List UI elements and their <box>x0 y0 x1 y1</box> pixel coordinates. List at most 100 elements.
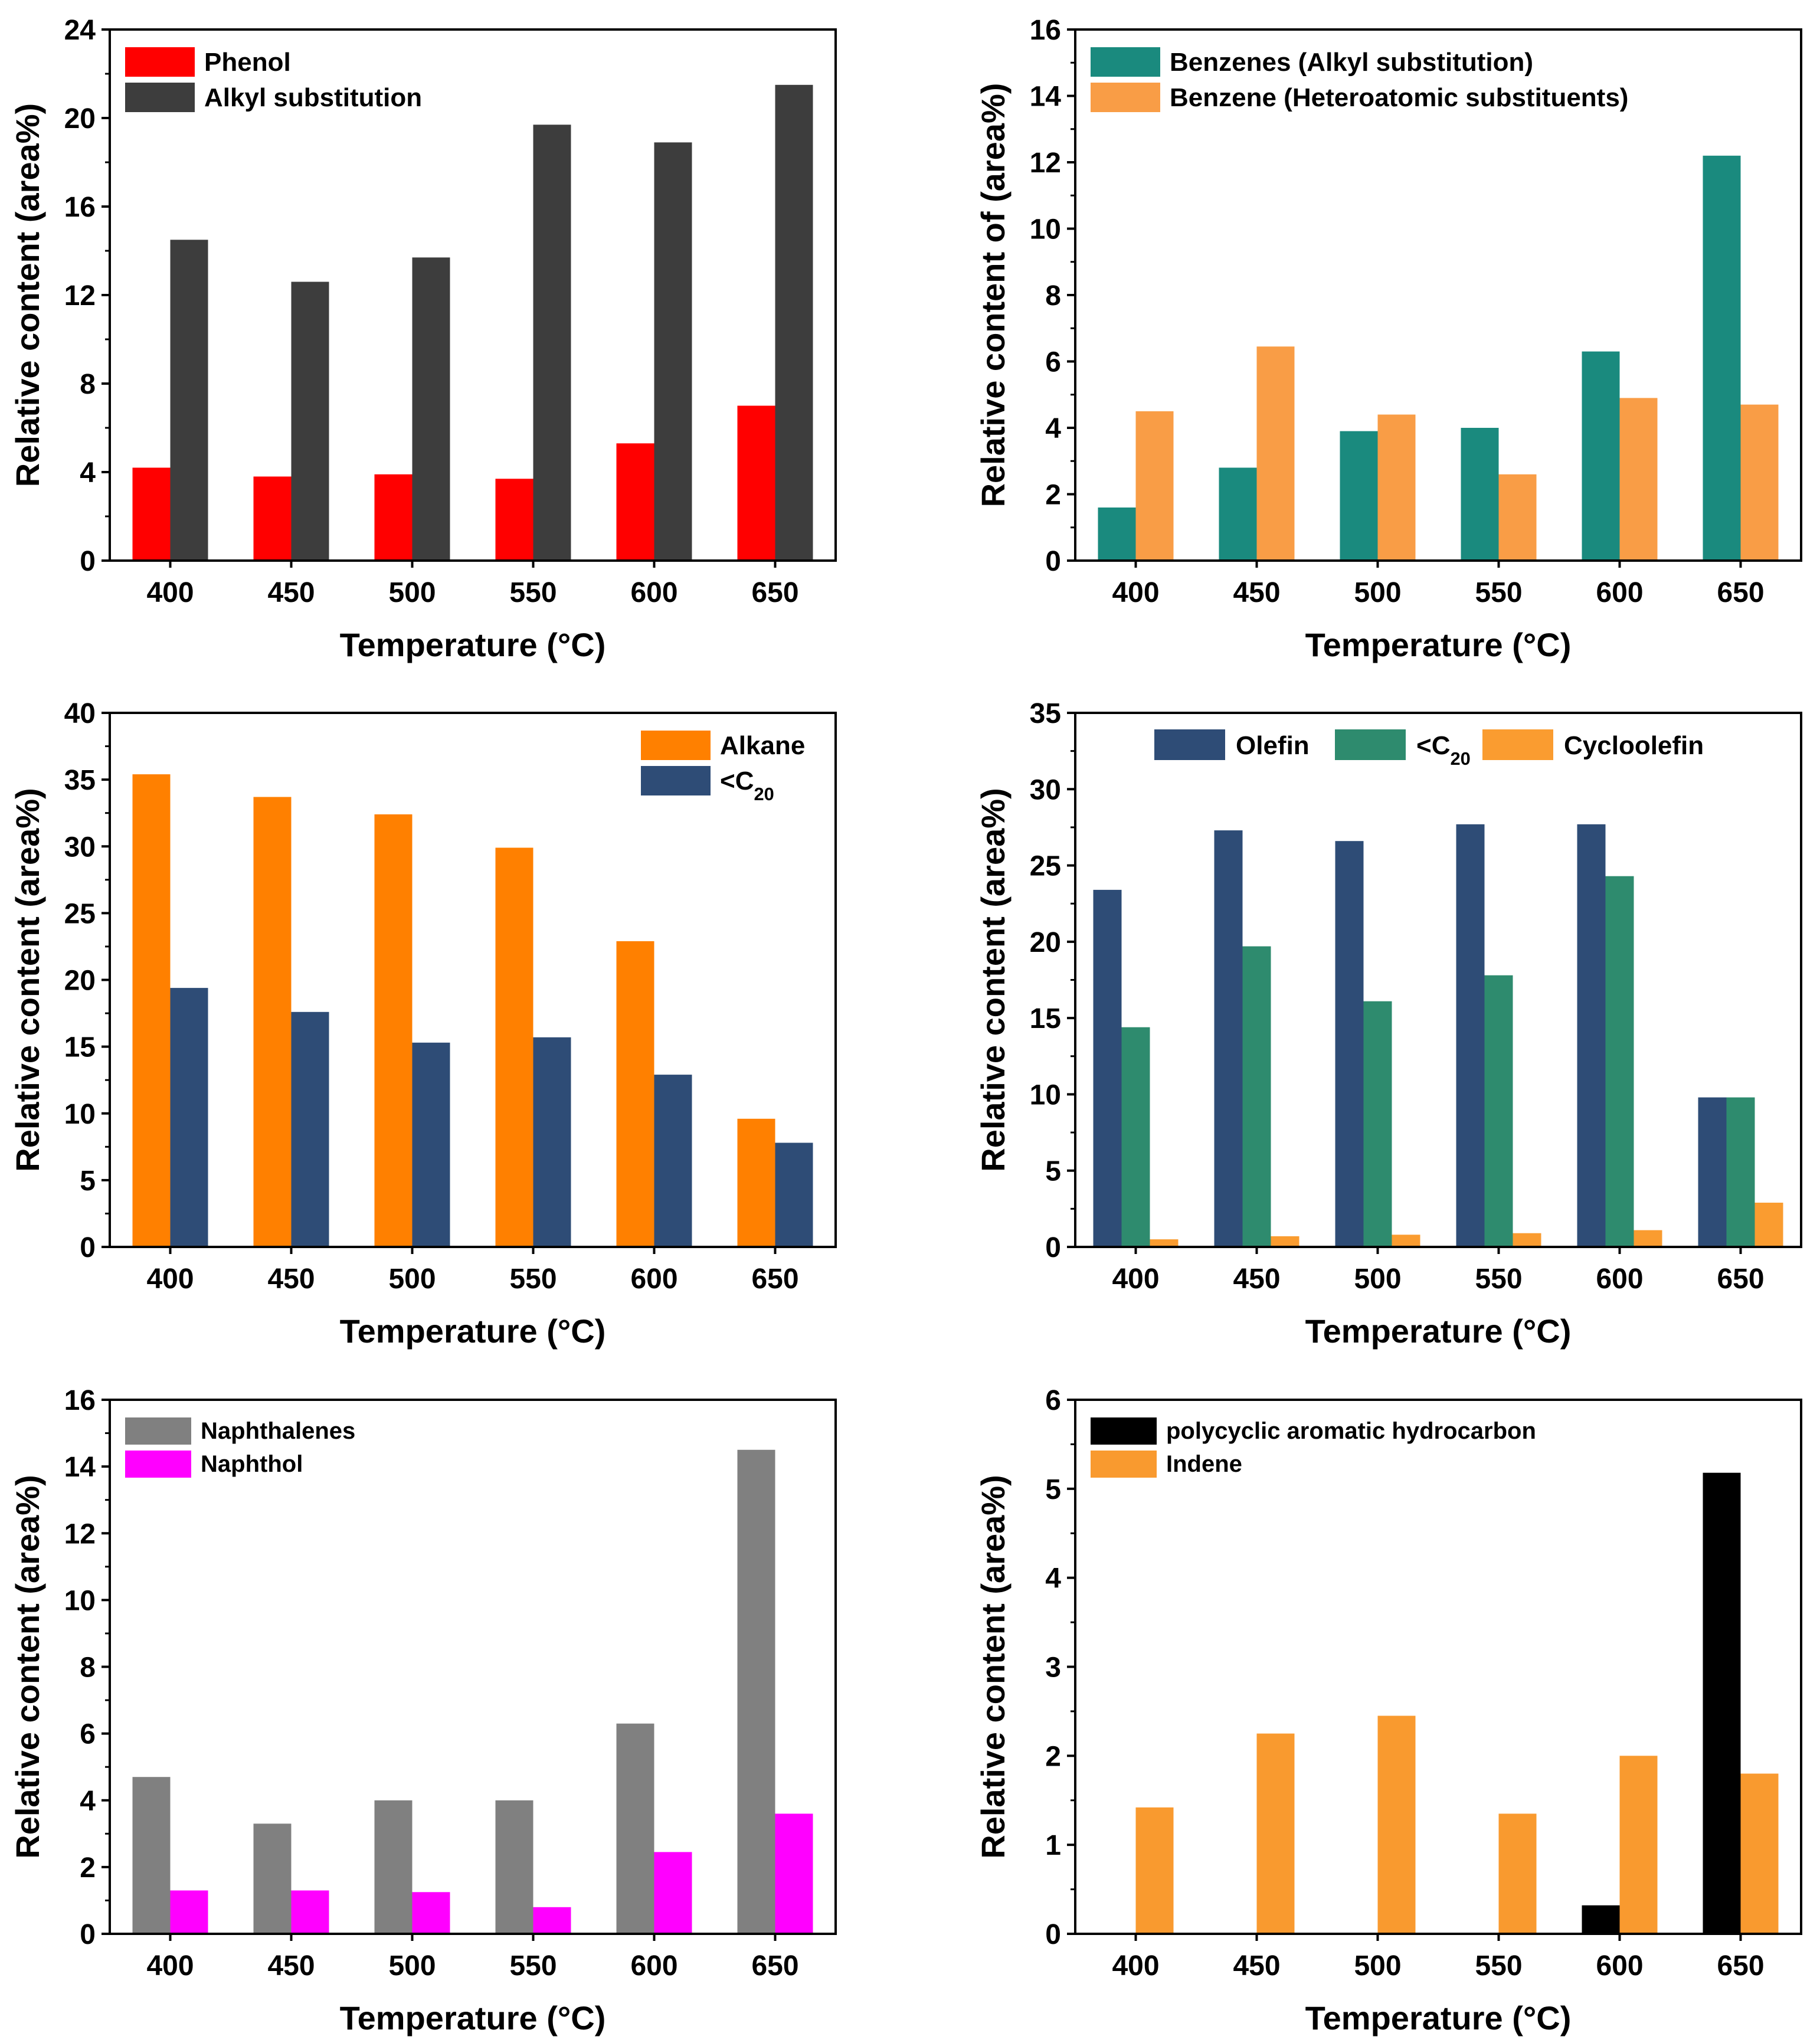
x-tick-label: 550 <box>509 1950 557 1982</box>
bar-2-450 <box>1256 346 1295 561</box>
legend-swatch-2 <box>1091 1451 1157 1478</box>
plot-frame <box>1074 712 1802 1248</box>
x-tick-label: 550 <box>1475 577 1522 608</box>
y-tick-label: 4 <box>80 457 96 489</box>
x-tick-label: 500 <box>388 577 436 608</box>
bar-2-400 <box>1135 1807 1174 1934</box>
y-tick-label: 12 <box>1030 148 1061 179</box>
legend-swatch-2 <box>641 766 711 795</box>
bar-2-650 <box>775 1813 813 1934</box>
bar-2-600 <box>654 1075 692 1247</box>
x-tick-label: 550 <box>509 577 557 608</box>
bar-2-550 <box>1498 1813 1537 1934</box>
x-tick-label: 400 <box>1112 1263 1159 1295</box>
y-tick-label: 16 <box>1030 15 1061 46</box>
x-axis-title: Temperature (°C) <box>340 1312 606 1350</box>
y-tick-label: 16 <box>64 192 96 223</box>
x-tick-label: 400 <box>146 577 194 608</box>
bar-2-650 <box>1740 1773 1779 1934</box>
y-tick-label: 10 <box>64 1099 96 1130</box>
y-tick-label: 25 <box>1030 851 1061 882</box>
legend: Phenol Alkyl substitution <box>125 47 422 112</box>
x-tick-label: 500 <box>1354 577 1401 608</box>
chart-panel-5: 0 2 4 6 8 10 12 14 16 400 450 500 550 600 650 Temperatu… <box>9 1385 837 2037</box>
bar-2-550 <box>1498 474 1537 561</box>
legend-swatch-2 <box>1091 83 1160 112</box>
y-tick-label: 20 <box>1030 927 1061 958</box>
x-tick-label: 500 <box>388 1950 436 1982</box>
y-tick-label: 0 <box>1045 546 1061 577</box>
y-tick-label: 5 <box>1045 1474 1061 1505</box>
y-tick-label: 35 <box>64 765 96 796</box>
y-tick-label: 8 <box>80 1652 96 1684</box>
bar-1-550 <box>495 1800 533 1934</box>
y-tick-label: 2 <box>1045 480 1061 511</box>
bar-2-550 <box>533 1037 571 1247</box>
y-tick-label: 14 <box>64 1452 96 1483</box>
y-axis-title: Relative content of (area%) <box>974 83 1012 508</box>
legend-label-2: Naphthol <box>201 1451 303 1477</box>
bar-2-650 <box>1726 1097 1755 1247</box>
legend-swatch-1 <box>1154 729 1225 760</box>
bar-2-400 <box>1135 411 1174 561</box>
y-tick-label: 8 <box>80 369 96 400</box>
y-tick-label: 0 <box>1045 1232 1061 1263</box>
bar-1-600 <box>1582 1905 1620 1934</box>
x-axis-title: Temperature (°C) <box>1305 626 1572 663</box>
bar-1-500 <box>1340 431 1378 561</box>
x-tick-label: 650 <box>1717 1950 1764 1982</box>
x-tick-label: 550 <box>509 1263 557 1295</box>
bar-1-400 <box>132 774 171 1247</box>
x-tick-label: 400 <box>146 1263 194 1295</box>
x-axis-title: Temperature (°C) <box>1305 1312 1572 1350</box>
legend-swatch-2 <box>1335 729 1406 760</box>
x-tick-label: 450 <box>267 1263 315 1295</box>
bar-2-650 <box>775 84 813 561</box>
y-tick-label: 4 <box>1045 413 1061 444</box>
bar-1-550 <box>1461 428 1499 561</box>
y-tick-label: 25 <box>64 898 96 929</box>
y-tick-label: 4 <box>1045 1563 1061 1595</box>
bar-1-500 <box>374 474 413 561</box>
chart-panel-4: 0 5 10 15 20 25 30 35 400 450 500 550 600 650 Temperat… <box>974 698 1802 1350</box>
bar-1-500 <box>374 814 413 1247</box>
legend-label-2: <C20 <box>720 767 774 804</box>
bar-3-500 <box>1392 1235 1420 1247</box>
bar-1-650 <box>1698 1097 1727 1247</box>
bar-3-650 <box>1754 1203 1783 1247</box>
bar-1-600 <box>616 443 654 561</box>
x-tick-label: 600 <box>630 1263 677 1295</box>
bar-1-450 <box>1219 467 1257 561</box>
y-axis-title: Relative content (area%) <box>974 1475 1012 1858</box>
legend-swatch-1 <box>125 47 195 77</box>
y-tick-label: 14 <box>1030 81 1062 113</box>
x-tick-label: 650 <box>1717 577 1764 608</box>
bar-1-550 <box>1456 824 1485 1247</box>
bar-2-500 <box>412 1042 450 1247</box>
legend: polycyclic aromatic hydrocarbon Indene <box>1091 1417 1536 1478</box>
legend-label-1: Alkane <box>720 731 805 760</box>
y-tick-label: 24 <box>64 15 96 46</box>
bar-2-450 <box>291 1890 329 1934</box>
legend: Alkane <C20 <box>641 731 805 804</box>
bar-2-450 <box>291 1011 329 1247</box>
x-tick-label: 650 <box>751 1950 798 1982</box>
bar-2-600 <box>1619 1756 1658 1934</box>
y-tick-label: 5 <box>1045 1156 1061 1187</box>
y-tick-label: 6 <box>80 1719 96 1750</box>
legend: Benzenes (Alkyl substitution) Benzene (He… <box>1091 47 1628 112</box>
y-tick-label: 12 <box>64 1518 96 1550</box>
x-tick-label: 550 <box>1475 1950 1522 1982</box>
legend-label-1: polycyclic aromatic hydrocarbon <box>1166 1418 1536 1444</box>
bar-3-550 <box>1513 1233 1541 1247</box>
bar-1-600 <box>616 1723 654 1934</box>
legend-swatch-1 <box>125 1417 191 1445</box>
y-tick-label: 0 <box>80 1919 96 1950</box>
bar-2-650 <box>1740 404 1779 561</box>
bar-2-600 <box>1605 876 1634 1247</box>
y-tick-label: 16 <box>64 1385 96 1416</box>
y-tick-label: 35 <box>1030 698 1061 729</box>
legend-label-2: Alkyl substitution <box>204 83 422 112</box>
y-tick-label: 1 <box>1045 1830 1061 1861</box>
bar-2-450 <box>1256 1733 1295 1934</box>
